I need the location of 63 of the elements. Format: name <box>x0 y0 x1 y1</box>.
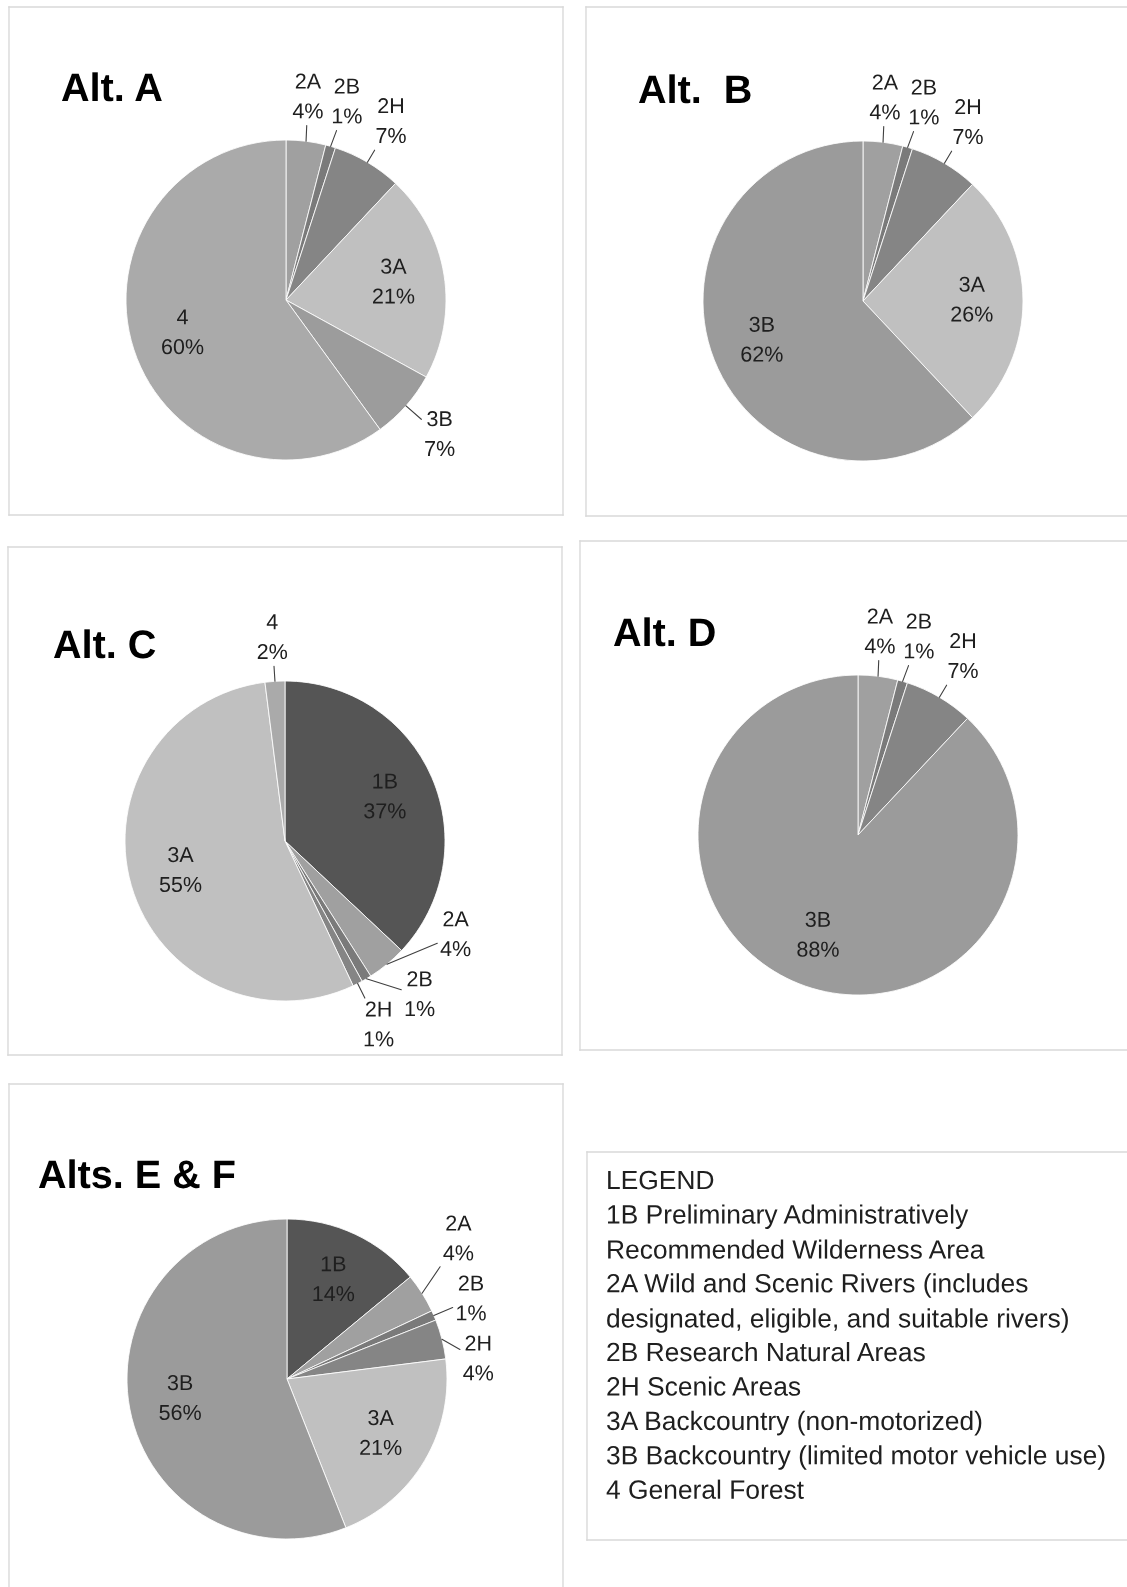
slice-label: 2B <box>407 971 432 987</box>
data-label: 1% <box>405 1001 435 1017</box>
data-label: 4% <box>463 1365 494 1381</box>
data-label: 4% <box>864 638 895 654</box>
chart-title: Alt. A <box>61 72 162 102</box>
slice-label: 2H <box>365 1001 391 1017</box>
slice-label: 2H <box>378 98 403 114</box>
data-label: 2% <box>257 643 288 660</box>
data-label: 1% <box>909 109 939 125</box>
data-label: 7% <box>953 128 983 145</box>
text: 2A Wild and Scenic Rivers (includes designated, eligible, and suitable rivers) <box>607 1273 1068 1333</box>
slice-label: 2H <box>955 99 980 115</box>
data-label: 55% <box>159 876 202 893</box>
data-label: 88% <box>797 941 839 957</box>
slice-label: 3B <box>167 1375 193 1391</box>
chart-title: Alt. D <box>613 617 715 647</box>
slice-label: 2B <box>911 79 936 95</box>
data-label: 4% <box>443 1245 474 1261</box>
data-label: 7% <box>948 662 978 679</box>
data-label: 26% <box>951 306 993 322</box>
slice-label: 3B <box>749 316 774 332</box>
slice-label: 3A <box>368 1410 394 1426</box>
data-label: 60% <box>162 339 204 355</box>
data-label: 1% <box>457 1305 486 1321</box>
slice-label: 2A <box>295 73 322 89</box>
slice-label: 3A <box>168 846 194 863</box>
text: 3B Backcountry (limited motor vehicle use) <box>607 1445 1105 1470</box>
slice-label: 2A <box>443 911 469 927</box>
slice-label: 2B <box>334 78 359 94</box>
chart-title: Alts. E & F <box>38 1159 235 1189</box>
data-label: 56% <box>159 1404 201 1421</box>
data-label: 7% <box>376 127 406 144</box>
slice-label: 2B <box>906 613 931 629</box>
data-label: 1% <box>364 1031 394 1047</box>
slice-label: 3B <box>805 911 830 928</box>
slice-label: 3A <box>381 258 407 274</box>
text: 3A Backcountry (non-motorized) <box>607 1410 982 1436</box>
data-label: 4% <box>292 103 323 119</box>
data-label: 7% <box>425 440 455 457</box>
slice-label: 2H <box>465 1335 491 1351</box>
data-label: 21% <box>360 1439 402 1455</box>
chart-title: Alt. B <box>638 74 751 104</box>
slice-label: 2H <box>950 633 975 649</box>
text: 2B Research Natural Areas <box>607 1342 925 1362</box>
text: 2H Scenic Areas <box>607 1376 801 1396</box>
text: 1B Preliminary Administratively Recommended Wilderness Area <box>608 1204 985 1259</box>
data-label: 21% <box>373 288 415 304</box>
chart-title: Alt. C <box>53 629 156 659</box>
data-label: 1% <box>904 643 934 659</box>
text: 4 General Forest <box>606 1479 804 1499</box>
slice-label: 4 <box>266 614 278 630</box>
slice-label: 4 <box>177 309 188 325</box>
data-label: 4% <box>869 104 900 120</box>
slice-label: 2B <box>458 1275 484 1291</box>
slice-label: 3A <box>959 276 985 292</box>
slice-label: 2A <box>872 74 899 90</box>
data-label: 1% <box>332 108 362 124</box>
slice-label: 2A <box>867 608 894 624</box>
slice-label: 2A <box>446 1215 472 1231</box>
slice-label: 3B <box>427 411 452 427</box>
data-label: 62% <box>741 346 783 362</box>
text: LEGEND <box>608 1170 714 1190</box>
data-label: 4% <box>440 941 471 957</box>
